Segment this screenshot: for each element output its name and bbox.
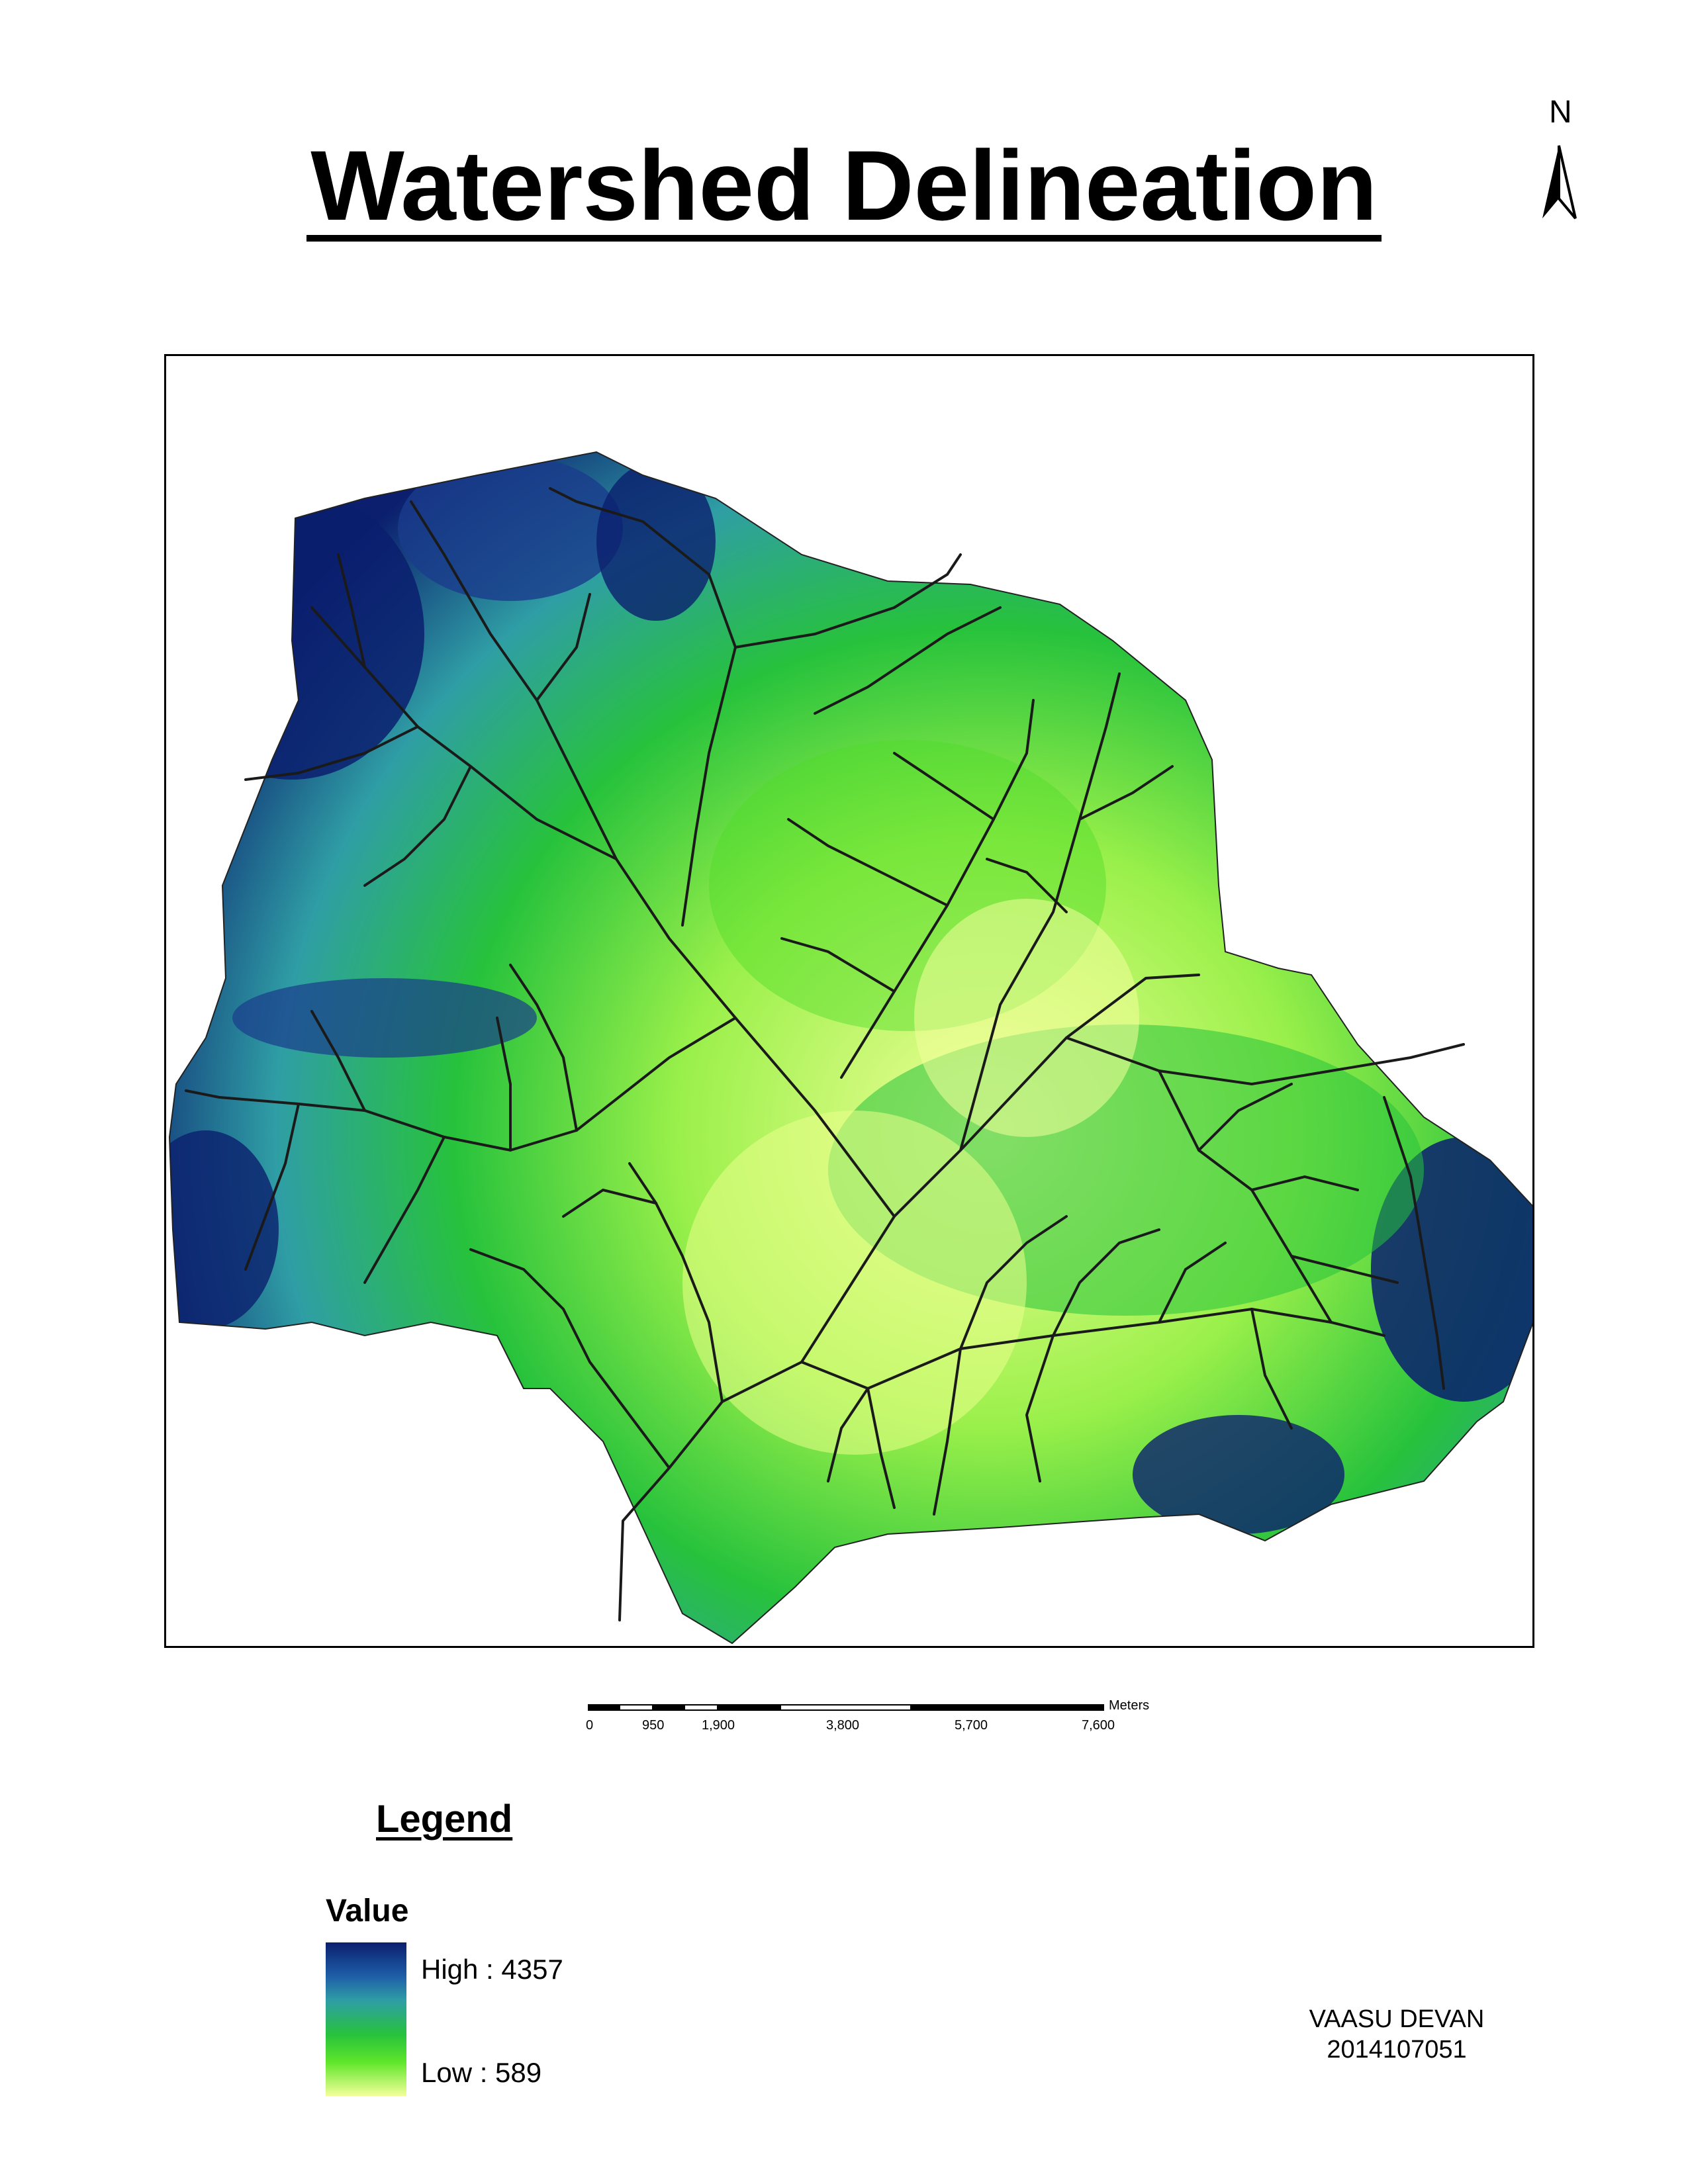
scale-tick: 950 <box>642 1718 664 1733</box>
scale-tick: 0 <box>586 1718 593 1733</box>
scale-bar: Meters 0 950 1,900 3,800 5,700 7,600 <box>586 1698 1149 1733</box>
stream-network <box>185 487 1465 1621</box>
author-name: VAASU DEVAN <box>1309 2005 1485 2033</box>
author-id: 2014107051 <box>1327 2036 1467 2064</box>
scale-tick: 1,900 <box>702 1718 735 1733</box>
map-frame <box>164 354 1534 1648</box>
north-arrow-icon <box>1542 145 1577 220</box>
watershed-map <box>169 451 1532 1644</box>
north-label: N <box>1549 95 1572 130</box>
legend-heading: Value <box>326 1893 409 1929</box>
elevation-color-ramp <box>326 1942 406 2096</box>
map-title: Watershed Delineation <box>0 129 1688 242</box>
legend-low-label: Low : 589 <box>421 2057 542 2088</box>
scale-unit: Meters <box>1109 1698 1149 1713</box>
scale-tick: 5,700 <box>955 1718 988 1733</box>
legend-high-label: High : 4357 <box>421 1954 563 1985</box>
map-title-text: Watershed Delineation <box>306 136 1382 242</box>
scale-tick: 3,800 <box>826 1718 859 1733</box>
legend-title: Legend <box>376 1797 513 1841</box>
scale-tick: 7,600 <box>1082 1718 1115 1733</box>
